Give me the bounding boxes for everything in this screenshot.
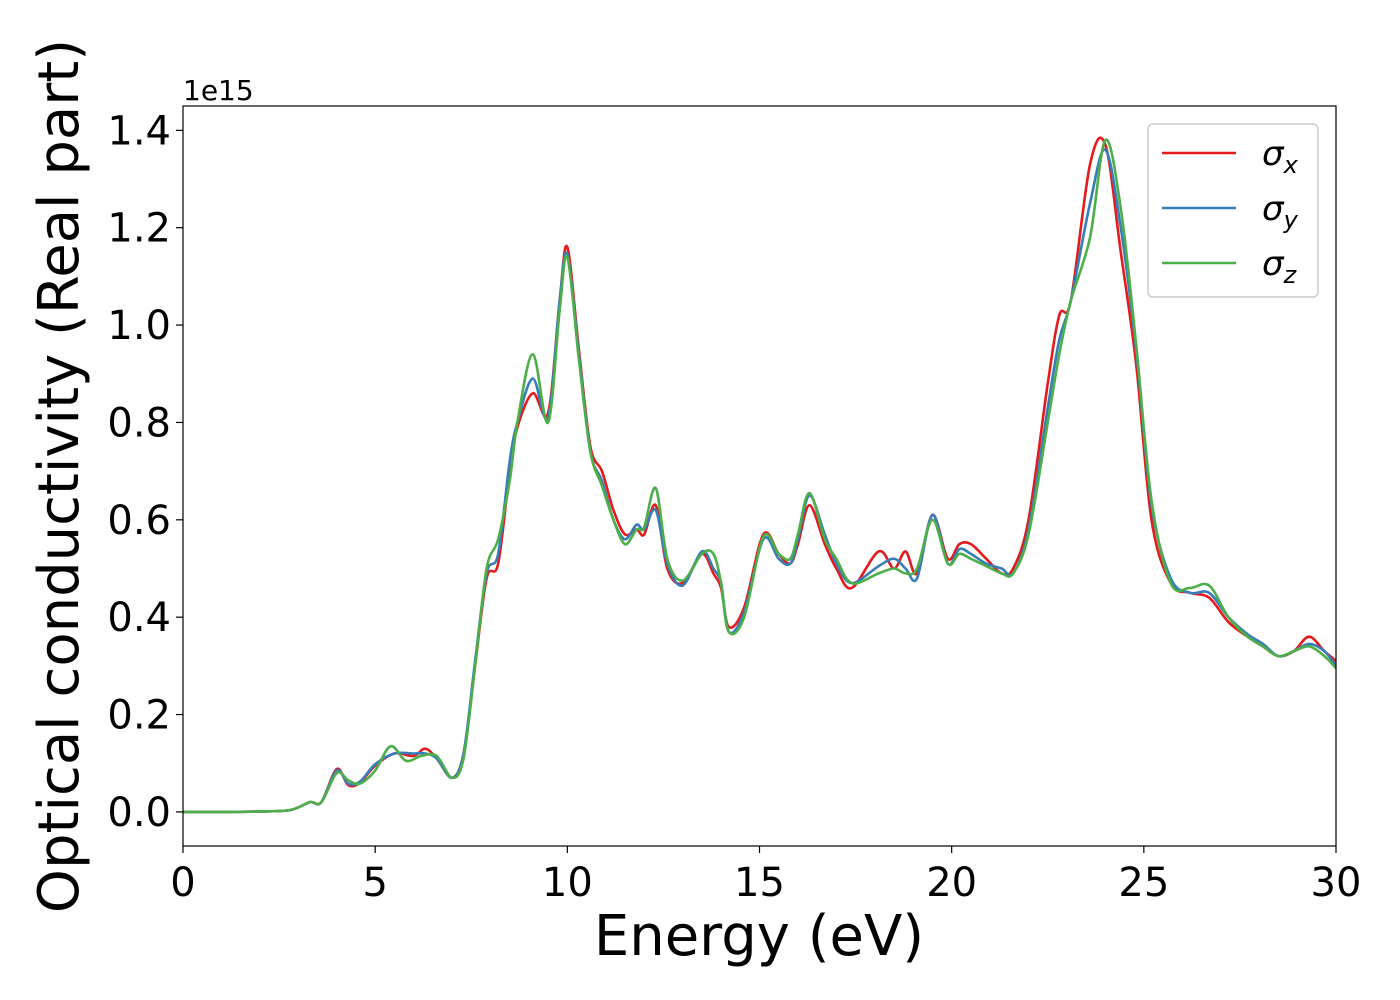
legend-box [1147, 123, 1319, 298]
y-tick-label: 1.4 [107, 108, 171, 154]
x-tick-label: 10 [542, 860, 593, 906]
y-tick-label: 0.2 [107, 693, 171, 739]
x-axis: 0 5 10 15 20 25 30 [170, 846, 1361, 906]
y-tick-label: 1.0 [107, 303, 171, 349]
y-tick-label: 0.6 [107, 498, 171, 544]
y-tick-label: 0.8 [107, 400, 171, 446]
x-tick-label: 0 [170, 860, 195, 906]
legend: σx σy σz [1147, 123, 1319, 298]
y-tick-label: 0.0 [107, 790, 171, 836]
series-layer [183, 136, 1336, 814]
y-axis: 0.0 0.2 0.4 0.6 0.8 1.0 1.2 1.4 [107, 108, 183, 836]
series-line-z [183, 138, 1336, 814]
x-tick-label: 15 [734, 860, 785, 906]
y-tick-label: 1.2 [107, 206, 171, 252]
legend-entries: σx σy σz [1162, 134, 1299, 289]
y-offset-label: 1e15 [183, 74, 254, 107]
legend-label-y: σy [1262, 189, 1299, 234]
y-axis-label: Optical conductivity (Real part) [27, 39, 92, 913]
y-tick-label: 0.4 [107, 595, 171, 641]
x-axis-label: Energy (eV) [594, 904, 924, 969]
legend-label-x: σx [1262, 134, 1299, 179]
x-tick-label: 30 [1311, 860, 1362, 906]
x-tick-label: 25 [1118, 860, 1169, 906]
x-tick-label: 20 [926, 860, 977, 906]
x-tick-label: 5 [362, 860, 387, 906]
legend-label-z: σz [1262, 244, 1298, 289]
